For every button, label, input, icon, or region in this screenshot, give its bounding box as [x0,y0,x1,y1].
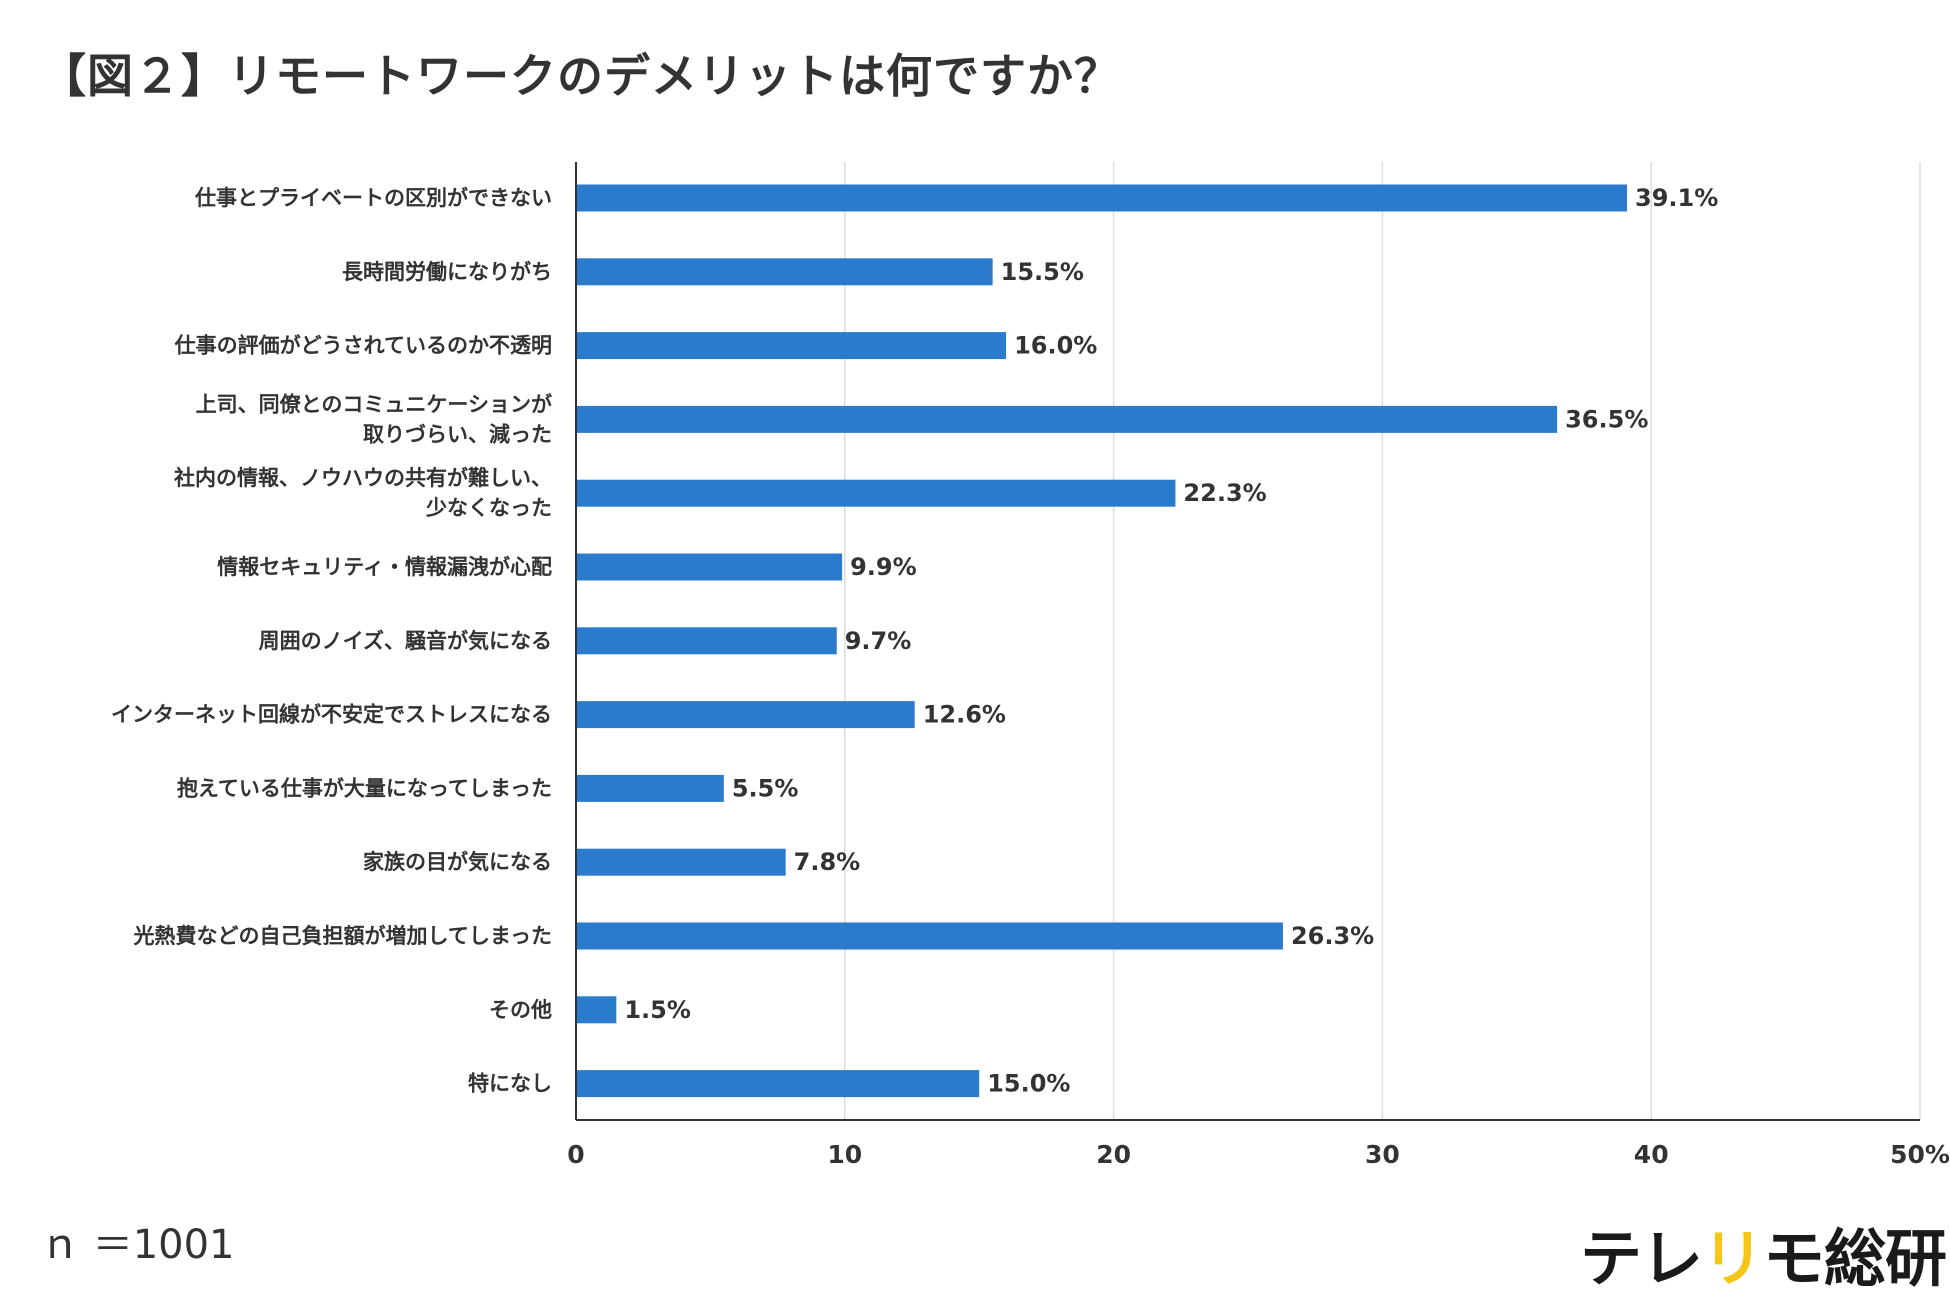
category-label: その他 [489,998,552,1022]
category-label: 上司、同僚とのコミュニケーションが [196,392,552,416]
category-label: 仕事の評価がどうされているのか不透明 [174,334,552,358]
bar [577,258,993,286]
bar [577,553,843,581]
bar-value-label: 26.3% [1291,922,1374,950]
category-label: 少なくなった [425,496,552,520]
category-label: 長時間労働になりがち [342,260,552,284]
brand-logo: テレリモ総研 [1580,1208,1947,1298]
category-label: 情報セキュリティ・情報漏洩が心配 [217,555,552,579]
category-label: 特になし [468,1072,552,1096]
bar [577,332,1007,360]
bar [577,848,786,876]
bar [577,996,617,1024]
bar-value-label: 36.5% [1565,405,1648,433]
brand-logo-text-3: モ [1763,1222,1825,1295]
chart-title: 【図２】リモートワークのデメリットは何ですか？ [40,49,1121,103]
bar-value-label: 15.0% [987,1070,1070,1098]
bar [577,184,1628,212]
bar [577,405,1558,433]
category-label: 仕事とプライベートの区別ができない [194,186,552,210]
bar [577,922,1283,950]
x-tick-label: 50% [1890,1140,1950,1169]
bar-value-label: 9.9% [850,553,917,581]
category-label: インターネット回線が不安定でストレスになる [111,703,552,727]
bar-chart: 0 10 20 30 40 50% 39.1% 仕事とプライベートの区別ができない 15.5% 長… [111,162,1950,1169]
bar [577,1070,980,1098]
brand-logo-text-1: テレ [1580,1222,1703,1295]
brand-logo-text-2: リ [1702,1222,1764,1295]
x-tick-label: 30 [1365,1140,1400,1169]
x-tick-label: 40 [1634,1140,1669,1169]
bar [577,627,837,655]
category-label: 光熱費などの自己負担額が増加してしまった [132,924,552,948]
bar-value-label: 12.6% [923,701,1006,729]
x-tick-label: 0 [567,1140,584,1169]
bar-value-label: 1.5% [624,996,691,1024]
x-tick-label: 10 [827,1140,862,1169]
bar-value-label: 39.1% [1635,184,1718,212]
bar-value-label: 7.8% [794,848,861,876]
bar-value-label: 22.3% [1183,479,1266,507]
bar [577,701,915,729]
x-tick-label: 20 [1096,1140,1131,1169]
bar-value-label: 16.0% [1014,332,1097,360]
category-label: 取りづらい、減った [363,422,552,446]
category-label: 社内の情報、ノウハウの共有が難しい、 [173,466,552,490]
category-label: 抱えている仕事が大量になってしまった [177,776,552,800]
category-label: 周囲のノイズ、騒音が気になる [259,629,552,653]
bar-value-label: 5.5% [732,774,799,802]
brand-logo-text-4: 総研 [1824,1222,1947,1295]
bar [577,774,724,802]
bar-value-label: 15.5% [1001,258,1084,286]
bar-value-label: 9.7% [845,627,912,655]
bar [577,479,1176,507]
category-label: 家族の目が気になる [363,850,552,874]
sample-size-note: ｎ ＝1001 [40,1222,235,1268]
